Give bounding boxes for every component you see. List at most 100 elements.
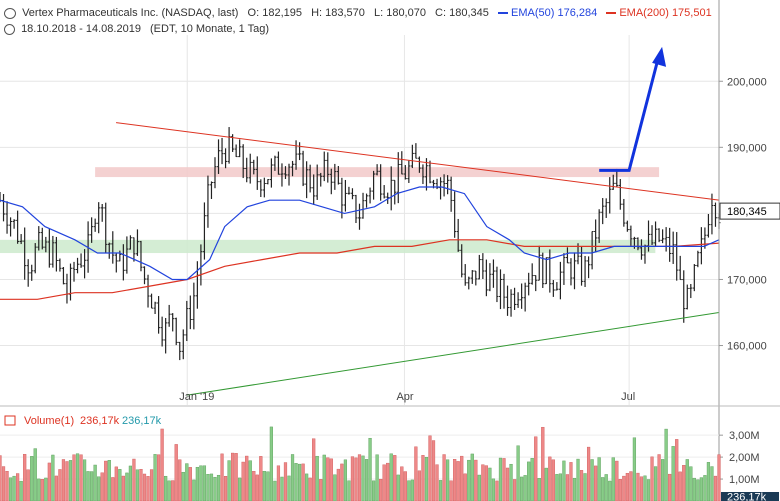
volume-bar [241,461,245,501]
volume-bar [132,458,136,501]
volume-bar [435,464,439,501]
volume-bar [653,466,658,501]
volume-bar [438,480,443,501]
volume-bar [26,469,30,501]
volume-bar [30,456,34,501]
volume-bar [58,469,62,501]
last-price-tag [719,202,780,220]
time-tick-label: Apr [396,391,413,403]
volume-bar [417,470,422,501]
volume-bar [678,471,682,501]
volume-bar [699,477,703,501]
volume-bar [579,470,584,501]
volume-bar [47,462,51,501]
volume-bar [400,466,404,501]
volume-bar [502,458,506,501]
ema200-value: 175,501 [671,7,712,19]
volume-bar [611,457,615,501]
volume-bar [463,473,467,501]
volume-bar [491,478,496,501]
volume-bar [118,469,122,501]
visibility-eye-icon[interactable] [4,7,16,19]
open-label: O: [247,7,260,19]
volume-bar [668,473,672,501]
volume-bar [308,477,312,501]
volume-bar [185,463,189,501]
volume-last-tag [721,492,779,501]
volume-bar [206,474,210,501]
volume-bar [498,457,503,501]
volume-bar [213,476,217,501]
volume-bar [199,465,203,501]
volume-bar [174,444,178,501]
volume-bar [453,459,457,501]
volume-bar [382,464,386,501]
volume-bar [421,455,425,501]
volume-bar [601,477,605,501]
volume-bar [142,473,147,501]
volume-bar [68,460,73,501]
resistance-trendline [116,122,720,201]
volume-bar [576,458,580,501]
volume-bar [594,465,598,501]
volume-bar [153,454,157,501]
date-row: 18.10.2018 - 14.08.2019 (EDT, 10 Monate,… [4,23,269,35]
volume-bar [33,448,37,501]
volume-bar [171,480,175,501]
volume-bar [93,464,97,501]
volume-bar [555,474,559,501]
volume-bar [37,478,41,501]
volume-bar [456,461,460,501]
volume-last-label: 236,17k [727,492,767,501]
volume-bar [90,471,94,501]
support-trendline [187,312,720,396]
volume-bar [371,480,376,501]
volume-bar [527,461,531,501]
ema50-swatch [497,12,508,15]
volume-bar [657,454,661,501]
volume-tick-label: 3,00M [729,430,760,442]
ema200-label: EMA(200) [619,7,669,19]
volume-bar [569,462,573,501]
volume-bar [350,456,355,501]
volume-bar [488,467,492,501]
volume-bar [615,460,619,501]
volume-bar [703,475,707,501]
volume-bar [220,453,224,501]
volume-bar [305,473,309,501]
volume-label: Volume(1) [24,415,74,427]
volume-bar [481,464,485,501]
volume-bar [326,457,330,501]
volume-bar [696,479,700,501]
volume-bar [410,479,414,501]
volume-bar [167,480,171,501]
volume-bar [44,477,48,501]
volume-bar [280,476,284,501]
volume-bar [671,446,675,501]
volume-bar [650,456,654,501]
volume-bar [368,437,372,501]
volume-bar [675,439,679,501]
volume-bar [216,474,221,501]
volume-bar [340,463,344,501]
volume-bar [622,475,626,501]
volume-bar [319,479,323,501]
volume-bar [682,465,686,501]
volume-close-icon [4,415,16,426]
volume-bar [231,452,235,501]
volume-bar [227,460,231,501]
volume-bar [149,469,154,501]
volume-bar [248,460,252,501]
volume-bar [470,453,474,501]
volume-value-red: 236,17k [80,415,120,427]
close-label: C: [435,7,447,19]
volume-bar [523,475,527,501]
volume-bar [259,456,263,501]
volume-tick-label: 1,00M [729,474,760,486]
support-zone [0,239,656,254]
volume-bar [389,453,393,501]
volume-bar [512,479,517,501]
volume-bar [1,466,6,501]
volume-bar [8,477,13,501]
